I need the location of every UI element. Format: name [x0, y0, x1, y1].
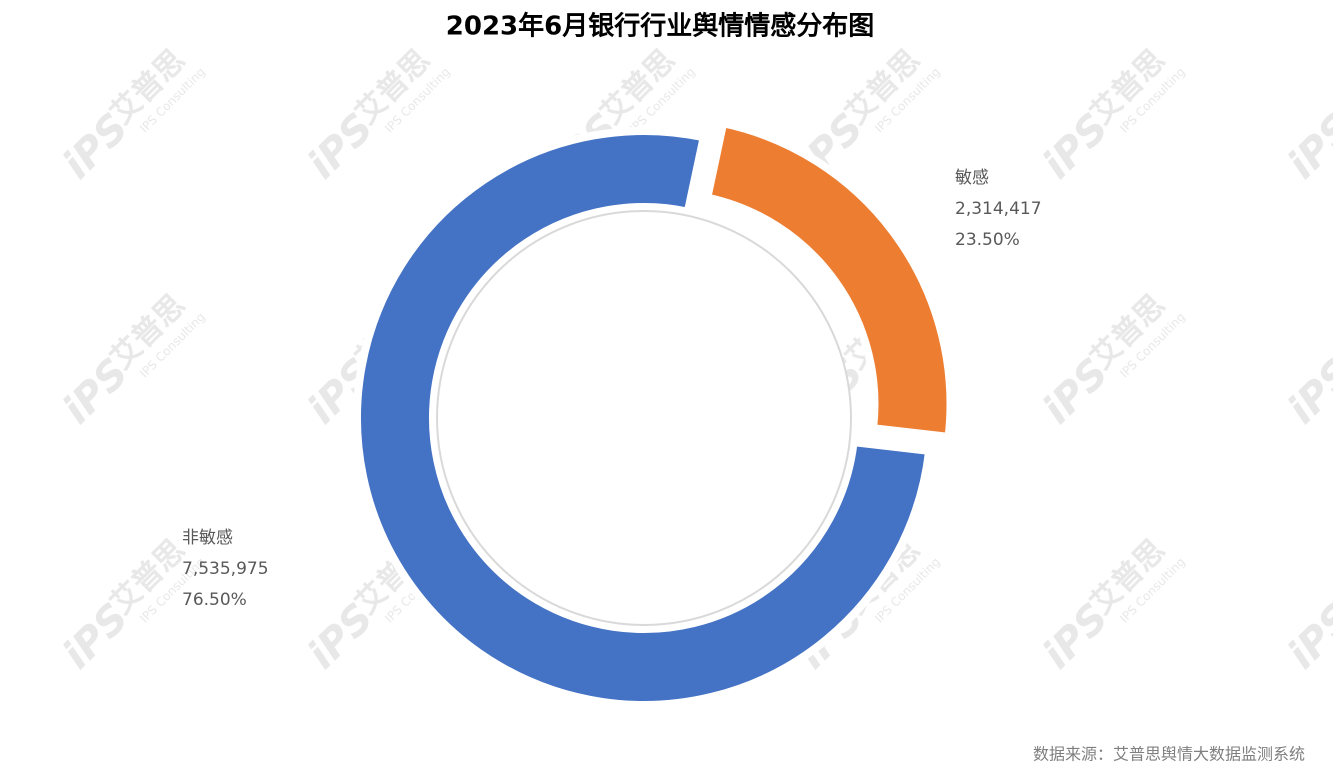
donut-slice [353, 127, 934, 709]
label-category: 非敏感 [182, 528, 233, 548]
watermark-logo: iPS [1279, 105, 1333, 188]
donut [353, 118, 955, 709]
label-percent: 23.50% [955, 230, 1020, 250]
watermark-logo: iPS [1279, 595, 1333, 678]
donut-slice [702, 118, 955, 442]
chart-title: 2023年6月银行行业舆情情感分布图 [446, 11, 874, 42]
label-value: 2,314,417 [955, 199, 1042, 219]
watermark-logo: iPS [1279, 350, 1333, 433]
label-category: 敏感 [955, 168, 989, 188]
source-note: 数据来源：艾普思舆情大数据监测系统 [1033, 745, 1305, 764]
label-percent: 76.50% [182, 590, 247, 610]
label-value: 7,535,975 [182, 559, 269, 579]
donut-hole [436, 210, 852, 626]
